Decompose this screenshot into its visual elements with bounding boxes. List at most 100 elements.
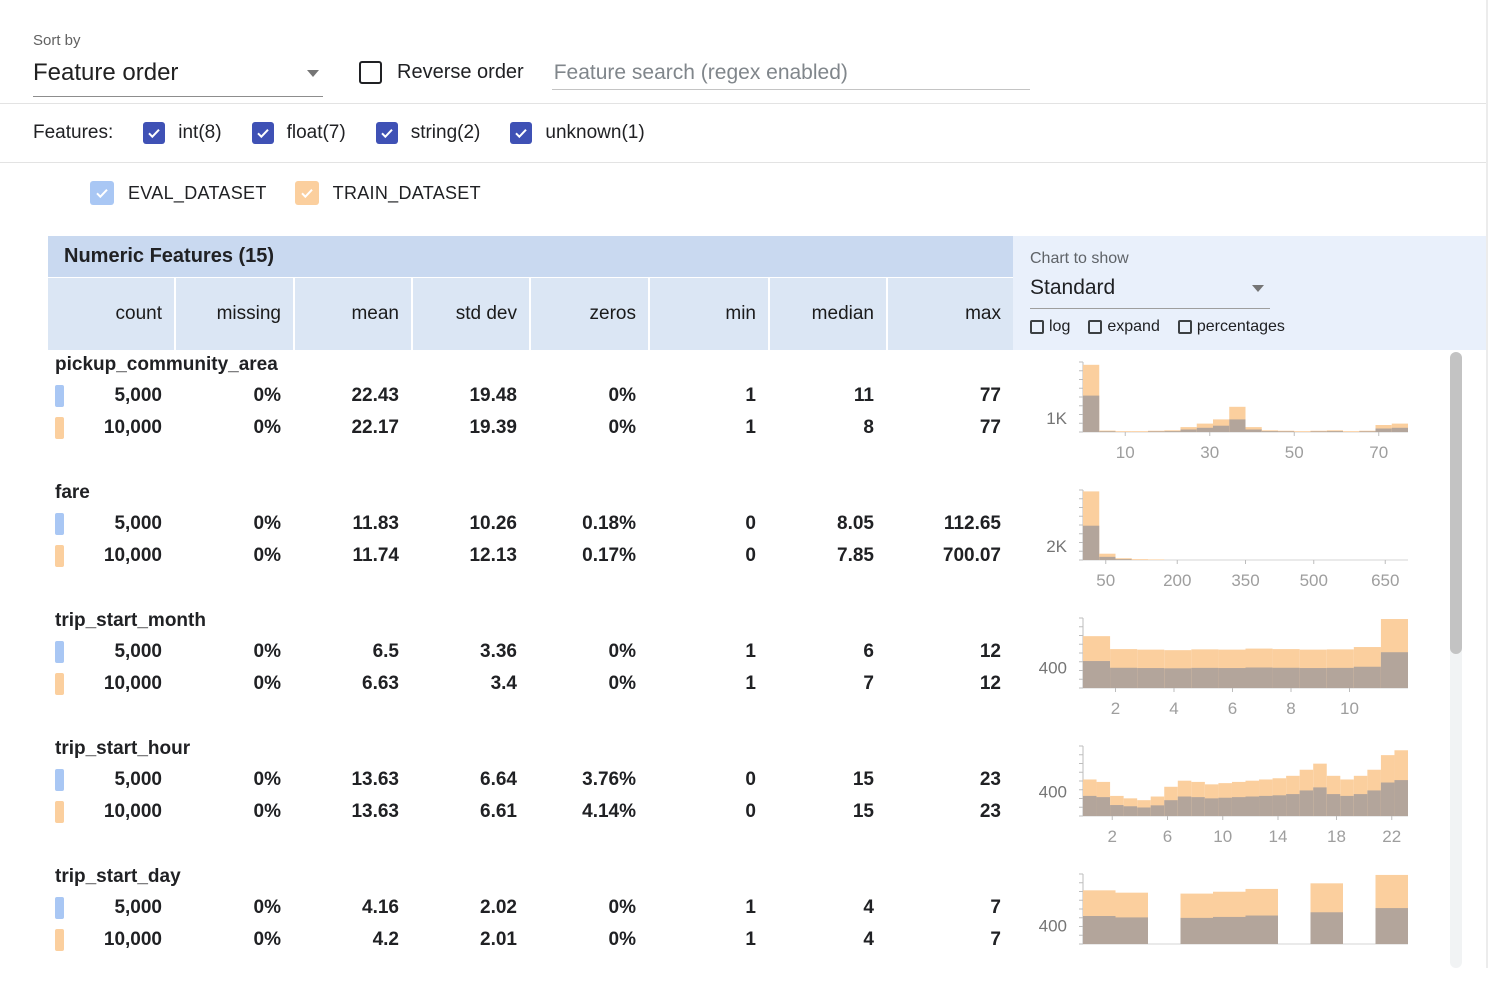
x-axis-tick-label: 22 bbox=[1382, 827, 1401, 846]
stat-std-dev: 19.39 bbox=[413, 412, 529, 444]
vertical-scrollbar[interactable] bbox=[1450, 352, 1462, 968]
checkbox-unchecked-icon[interactable] bbox=[1088, 320, 1102, 334]
stat-missing: 0% bbox=[176, 668, 293, 700]
feature-stats: trip_start_month5,0000%6.53.360%161210,0… bbox=[48, 606, 1013, 734]
histogram-pickup_community_area: 1K10305070 bbox=[1013, 350, 1453, 478]
checkbox-checked-icon[interactable] bbox=[295, 181, 319, 205]
stat-mean: 6.5 bbox=[295, 636, 411, 668]
stat-value: 0.18% bbox=[582, 513, 636, 534]
check-icon bbox=[255, 125, 271, 141]
stat-zeros: 0% bbox=[531, 412, 648, 444]
stat-min: 1 bbox=[650, 668, 768, 700]
stat-value: 7 bbox=[990, 897, 1001, 918]
checkbox-unchecked-icon[interactable] bbox=[359, 61, 382, 84]
stat-value: 4.2 bbox=[373, 929, 399, 950]
stat-value: 11 bbox=[854, 385, 874, 406]
stat-missing: 0% bbox=[176, 924, 293, 956]
x-axis-tick-label: 50 bbox=[1096, 571, 1115, 590]
eval-stats-row: 5,0000%13.636.643.76%01523 bbox=[48, 764, 1013, 796]
feature-block-trip_start_hour: trip_start_hour5,0000%13.636.643.76%0152… bbox=[48, 734, 1486, 862]
eval-color-chip bbox=[55, 897, 64, 919]
filter-label: int(8) bbox=[178, 122, 221, 144]
stat-value: 6.63 bbox=[362, 673, 399, 694]
toggle-expand[interactable]: expand bbox=[1088, 318, 1160, 336]
stat-value: 5,000 bbox=[114, 897, 162, 918]
stat-median: 15 bbox=[770, 764, 886, 796]
stat-missing: 0% bbox=[176, 764, 293, 796]
stat-value: 5,000 bbox=[114, 769, 162, 790]
x-axis-tick-label: 500 bbox=[1300, 571, 1328, 590]
stat-value: 12 bbox=[980, 673, 1001, 694]
stat-value: 0% bbox=[254, 673, 281, 694]
train-stats-row: 10,0000%11.7412.130.17%07.85700.07 bbox=[48, 540, 1013, 572]
stat-max: 12 bbox=[888, 668, 1013, 700]
checkbox-checked-icon[interactable] bbox=[376, 122, 398, 144]
stat-value: 10,000 bbox=[104, 545, 162, 566]
stat-value: 4.16 bbox=[362, 897, 399, 918]
column-header-min: min bbox=[650, 278, 768, 350]
toggle-label: percentages bbox=[1197, 318, 1285, 336]
stat-value: 1 bbox=[745, 385, 756, 406]
stat-median: 4 bbox=[770, 892, 886, 924]
y-axis-label: 400 bbox=[1039, 658, 1067, 677]
dataset-toggle-eval_dataset[interactable]: EVAL_DATASET bbox=[90, 181, 267, 205]
y-axis-label: 400 bbox=[1039, 916, 1067, 935]
reverse-order-toggle[interactable]: Reverse order bbox=[359, 61, 524, 84]
stat-value: 0% bbox=[254, 417, 281, 438]
x-axis-tick-label: 10 bbox=[1340, 699, 1359, 718]
feature-block-pickup_community_area: pickup_community_area5,0000%22.4319.480%… bbox=[48, 350, 1486, 478]
stat-value: 10,000 bbox=[104, 929, 162, 950]
checkbox-unchecked-icon[interactable] bbox=[1030, 320, 1044, 334]
stat-value: 0% bbox=[254, 929, 281, 950]
checkbox-checked-icon[interactable] bbox=[510, 122, 532, 144]
checkbox-checked-icon[interactable] bbox=[252, 122, 274, 144]
stat-missing: 0% bbox=[176, 892, 293, 924]
stat-median: 11 bbox=[770, 380, 886, 412]
stat-value: 6.61 bbox=[480, 801, 517, 822]
stat-count: 5,000 bbox=[48, 380, 174, 412]
stat-value: 700.07 bbox=[943, 545, 1001, 566]
x-axis-tick-label: 4 bbox=[1169, 699, 1178, 718]
x-axis-tick-label: 2 bbox=[1111, 699, 1120, 718]
stat-value: 77 bbox=[980, 417, 1001, 438]
toggle-label: log bbox=[1049, 318, 1070, 336]
train-color-chip bbox=[55, 801, 64, 823]
filter-label: float(7) bbox=[287, 122, 346, 144]
stat-min: 1 bbox=[650, 412, 768, 444]
sort-by-select[interactable]: Feature order bbox=[33, 59, 323, 97]
checkbox-checked-icon[interactable] bbox=[90, 181, 114, 205]
stat-min: 1 bbox=[650, 380, 768, 412]
stat-std-dev: 19.48 bbox=[413, 380, 529, 412]
stat-value: 23 bbox=[980, 769, 1001, 790]
feature-type-filter-unknown[interactable]: unknown(1) bbox=[510, 122, 644, 144]
stat-zeros: 4.14% bbox=[531, 796, 648, 828]
stat-count: 10,000 bbox=[48, 412, 174, 444]
toggle-percentages[interactable]: percentages bbox=[1178, 318, 1285, 336]
feature-type-filter-string[interactable]: string(2) bbox=[376, 122, 481, 144]
checkbox-unchecked-icon[interactable] bbox=[1178, 320, 1192, 334]
feature-type-filter-float[interactable]: float(7) bbox=[252, 122, 346, 144]
scrollbar-thumb[interactable] bbox=[1450, 352, 1462, 654]
stat-value: 13.63 bbox=[351, 769, 399, 790]
dataset-toggle-train_dataset[interactable]: TRAIN_DATASET bbox=[295, 181, 481, 205]
stat-value: 0% bbox=[609, 929, 636, 950]
feature-histogram: 4002610141822 bbox=[1013, 734, 1486, 862]
feature-search-input[interactable] bbox=[552, 57, 1030, 90]
stat-median: 15 bbox=[770, 796, 886, 828]
chart-type-select[interactable]: Standard bbox=[1030, 270, 1270, 309]
check-icon bbox=[299, 185, 315, 201]
stat-max: 12 bbox=[888, 636, 1013, 668]
stat-value: 22.43 bbox=[351, 385, 399, 406]
histogram-trip_start_day: 400 bbox=[1013, 862, 1453, 990]
stat-std-dev: 6.61 bbox=[413, 796, 529, 828]
reverse-order-label: Reverse order bbox=[397, 61, 524, 84]
checkbox-checked-icon[interactable] bbox=[143, 122, 165, 144]
stat-mean: 22.17 bbox=[295, 412, 411, 444]
feature-stats: trip_start_hour5,0000%13.636.643.76%0152… bbox=[48, 734, 1013, 862]
stat-value: 0% bbox=[254, 769, 281, 790]
toggle-log[interactable]: log bbox=[1030, 318, 1070, 336]
x-axis-tick-label: 2 bbox=[1108, 827, 1117, 846]
stat-mean: 4.16 bbox=[295, 892, 411, 924]
feature-type-filter-int[interactable]: int(8) bbox=[143, 122, 221, 144]
stat-value: 0% bbox=[254, 385, 281, 406]
